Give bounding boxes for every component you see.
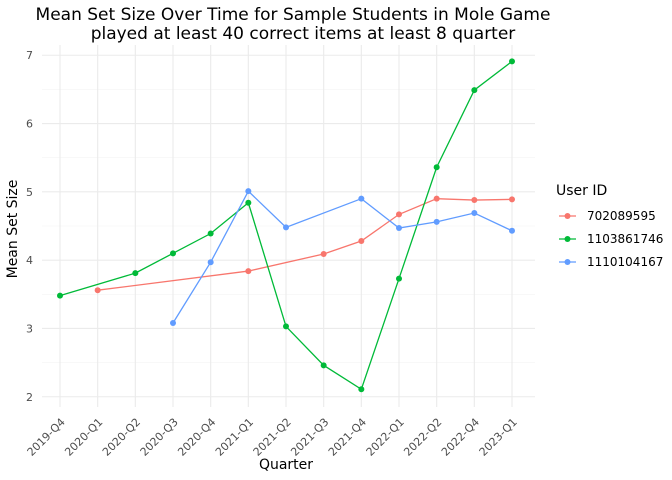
- x-tick-label: 2021-Q4: [326, 416, 369, 459]
- x-tick-label: 2023-Q1: [477, 416, 520, 459]
- data-point: [207, 230, 214, 237]
- x-axis-title: Quarter: [259, 457, 313, 473]
- data-point: [283, 224, 289, 231]
- y-tick-label: 2: [26, 391, 33, 404]
- legend-items: 702089595 1103861746 1110104167: [559, 209, 663, 269]
- data-point: [509, 227, 515, 234]
- y-tick-label: 3: [26, 322, 33, 335]
- x-tick-label: 2022-Q1: [364, 416, 407, 459]
- data-point: [396, 275, 402, 282]
- data-point: [471, 197, 478, 204]
- data-point: [320, 362, 327, 369]
- data-point: [433, 164, 440, 171]
- series-layer: [57, 58, 515, 393]
- chart-title-line2: played at least 40 correct items at leas…: [91, 24, 516, 44]
- y-axis-title: Mean Set Size: [5, 180, 21, 279]
- series-line: [59, 60, 513, 391]
- x-tick-label: 2021-Q2: [251, 416, 294, 459]
- x-tick-label: 2021-Q1: [213, 416, 256, 459]
- y-tick-label: 4: [26, 254, 33, 267]
- legend-item: 1110104167: [559, 255, 663, 269]
- x-axis-ticks: 2019-Q42020-Q12020-Q22020-Q32020-Q42021-…: [25, 416, 520, 459]
- data-point: [396, 211, 402, 218]
- legend-label: 702089595: [587, 209, 656, 223]
- data-point: [396, 225, 402, 232]
- data-point: [57, 292, 63, 299]
- data-point: [471, 210, 478, 217]
- data-point: [433, 218, 440, 225]
- x-tick-label: 2022-Q2: [401, 416, 444, 459]
- y-tick-label: 5: [26, 186, 33, 199]
- data-point: [170, 250, 176, 257]
- y-tick-label: 6: [26, 118, 33, 131]
- x-tick-label: 2020-Q1: [62, 416, 105, 459]
- legend-label: 1103861746: [587, 232, 663, 246]
- data-point: [320, 251, 327, 258]
- data-point: [245, 268, 252, 275]
- data-point: [170, 319, 176, 326]
- legend: User ID 702089595 1103861746 1110104167: [556, 183, 663, 269]
- series-3: [170, 188, 515, 326]
- data-point: [509, 58, 515, 65]
- data-point: [471, 87, 478, 94]
- x-tick-label: 2020-Q2: [100, 416, 143, 459]
- x-tick-label: 2019-Q4: [25, 416, 68, 459]
- legend-key-point: [564, 236, 571, 242]
- data-point: [94, 287, 101, 294]
- x-tick-label: 2022-Q4: [439, 416, 482, 459]
- legend-item: 1103861746: [559, 232, 663, 246]
- y-tick-label: 7: [26, 49, 33, 62]
- data-point: [283, 323, 289, 330]
- data-point: [509, 196, 515, 203]
- legend-title: User ID: [556, 183, 607, 199]
- x-tick-label: 2021-Q3: [288, 416, 331, 459]
- chart-title-line1: Mean Set Size Over Time for Sample Stude…: [36, 5, 551, 25]
- data-point: [358, 386, 365, 393]
- y-axis-ticks: 2 3 4 5 6 7: [26, 49, 33, 404]
- x-tick-label: 2020-Q3: [138, 416, 181, 459]
- legend-item: 702089595: [559, 209, 656, 223]
- legend-label: 1110104167: [587, 255, 663, 269]
- series-line: [172, 190, 513, 324]
- series-2: [57, 58, 515, 393]
- series-line: [97, 198, 513, 291]
- data-point: [207, 259, 214, 266]
- series-1: [94, 195, 515, 294]
- data-point: [358, 195, 365, 202]
- data-point: [245, 188, 252, 195]
- legend-key-point: [564, 259, 571, 265]
- data-point: [245, 199, 252, 206]
- data-point: [132, 270, 139, 277]
- data-point: [433, 195, 440, 202]
- legend-key-point: [564, 213, 571, 219]
- data-point: [358, 238, 365, 245]
- x-tick-label: 2020-Q4: [175, 416, 218, 459]
